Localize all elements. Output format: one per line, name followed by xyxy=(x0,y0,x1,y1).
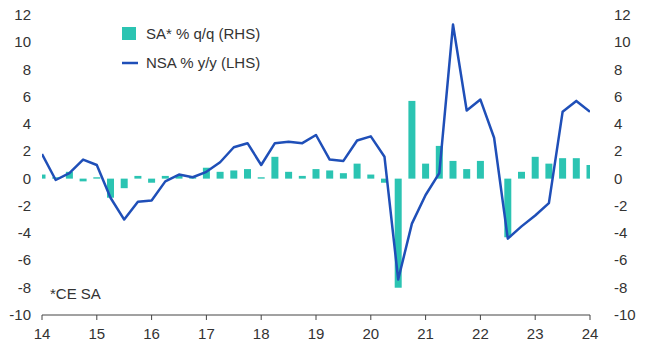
y-tick-label: -4 xyxy=(18,224,31,241)
y-tick-label: -6 xyxy=(18,251,31,268)
y2-tick-label: 0 xyxy=(614,170,622,187)
y2-tick-label: 8 xyxy=(614,61,622,78)
bar xyxy=(121,179,128,189)
x-tick xyxy=(535,315,536,320)
y-tick-label: 6 xyxy=(23,88,31,105)
line xyxy=(42,25,590,280)
bar xyxy=(326,170,333,178)
bar xyxy=(313,169,320,179)
y2-tick-label: 4 xyxy=(614,115,622,132)
bar xyxy=(545,164,552,179)
legend-swatch xyxy=(122,27,136,40)
bar xyxy=(285,172,292,179)
bar xyxy=(148,179,155,183)
x-tick-label: 18 xyxy=(253,325,270,342)
bar xyxy=(162,176,169,179)
y-tick-label: 12 xyxy=(14,6,31,23)
bar xyxy=(93,177,100,178)
x-tick-label: 15 xyxy=(88,325,105,342)
chart: -10-8-6-4-2024681012-10-8-6-4-2024681012… xyxy=(0,0,650,355)
bar xyxy=(42,175,46,179)
bar xyxy=(340,173,347,178)
bar xyxy=(271,157,278,179)
bar xyxy=(477,161,484,179)
bar xyxy=(463,169,470,179)
x-tick xyxy=(261,315,262,320)
x-tick-label: 20 xyxy=(362,325,379,342)
x-tick xyxy=(316,315,317,320)
bar xyxy=(559,158,566,178)
plot-area xyxy=(42,25,590,288)
bar xyxy=(573,158,580,178)
x-tick-label: 24 xyxy=(582,325,599,342)
x-tick-label: 17 xyxy=(198,325,215,342)
y-tick-label: -2 xyxy=(18,197,31,214)
x-tick xyxy=(42,315,43,320)
bar xyxy=(244,169,251,179)
y2-tick-label: -4 xyxy=(614,224,627,241)
x-tick xyxy=(370,315,371,320)
y-tick-label: 10 xyxy=(14,33,31,50)
y-tick-label: 2 xyxy=(23,142,31,159)
y2-tick-label: -10 xyxy=(614,306,636,323)
x-tick xyxy=(425,315,426,320)
y-tick-label: 0 xyxy=(23,170,31,187)
bar xyxy=(354,164,361,179)
legend-label: SA* % q/q (RHS) xyxy=(146,25,260,42)
x-tick-label: 22 xyxy=(472,325,489,342)
x-tick xyxy=(151,315,152,320)
x-tick-label: 14 xyxy=(34,325,51,342)
bar xyxy=(422,164,429,179)
bar xyxy=(80,179,87,182)
legend-swatch xyxy=(122,62,138,65)
bar xyxy=(134,176,141,179)
x-tick xyxy=(96,315,97,320)
y-tick-label: 8 xyxy=(23,61,31,78)
x-tick-label: 19 xyxy=(308,325,325,342)
bar xyxy=(532,157,539,179)
bar xyxy=(587,165,591,179)
x-tick-label: 23 xyxy=(527,325,544,342)
annotation: *CE SA xyxy=(50,285,101,302)
y2-tick-label: 10 xyxy=(614,33,631,50)
y-tick-label: 4 xyxy=(23,115,31,132)
x-tick xyxy=(590,315,591,320)
bar xyxy=(450,161,457,179)
y2-tick-label: 6 xyxy=(614,88,622,105)
y-tick-label: -10 xyxy=(9,306,31,323)
y2-tick-label: -2 xyxy=(614,197,627,214)
bar xyxy=(518,172,525,179)
x-tick-label: 16 xyxy=(143,325,160,342)
y-tick-label: -8 xyxy=(18,279,31,296)
legend-label: NSA % y/y (LHS) xyxy=(146,54,260,71)
x-tick-label: 21 xyxy=(417,325,434,342)
bar xyxy=(230,170,237,178)
bar xyxy=(217,172,224,179)
bar xyxy=(258,177,265,178)
x-tick xyxy=(480,315,481,320)
bar xyxy=(367,175,374,179)
bar xyxy=(408,101,415,179)
bar xyxy=(299,176,306,179)
y2-tick-label: -8 xyxy=(614,279,627,296)
y2-tick-label: 12 xyxy=(614,6,631,23)
bar xyxy=(491,178,498,179)
x-tick xyxy=(206,315,207,320)
y2-tick-label: 2 xyxy=(614,142,622,159)
y2-tick-label: -6 xyxy=(614,251,627,268)
